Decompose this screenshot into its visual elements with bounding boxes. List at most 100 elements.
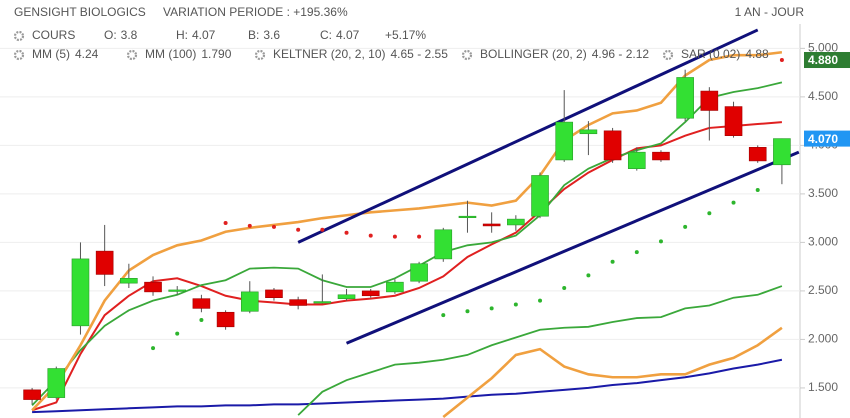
trend-line bbox=[297, 28, 759, 244]
legend-value: 1.790 bbox=[201, 47, 231, 61]
quote-change: +5.17% bbox=[385, 28, 426, 42]
indicator-line bbox=[31, 81, 783, 407]
candle-body bbox=[361, 290, 380, 297]
y-tick-label: 1.500 bbox=[808, 380, 838, 394]
legend-name: SAR (0.02) bbox=[681, 47, 740, 61]
candle-body bbox=[120, 277, 138, 284]
quote-value: 3.6 bbox=[263, 28, 280, 42]
candle-body bbox=[579, 129, 598, 135]
quote-label: O: bbox=[104, 28, 117, 42]
sar-dot bbox=[151, 346, 156, 351]
quote-label: B: bbox=[248, 28, 259, 42]
sar-dot bbox=[247, 223, 252, 228]
y-tick-label: 5.000 bbox=[808, 41, 838, 55]
quote-name: COURS bbox=[32, 28, 75, 42]
legend-value: 4.96 - 2.12 bbox=[592, 47, 650, 61]
quote-label: C: bbox=[320, 28, 332, 42]
candle-body bbox=[192, 298, 211, 309]
chart-title: GENSIGHT BIOLOGICS bbox=[14, 5, 146, 19]
candle-body bbox=[507, 218, 525, 226]
gear-icon bbox=[666, 53, 670, 57]
candle-body bbox=[652, 151, 670, 161]
candle-body bbox=[700, 90, 719, 111]
price-badge-label: 4.880 bbox=[808, 53, 838, 67]
legend-value: 4.88 bbox=[745, 47, 769, 61]
indicator-line bbox=[442, 326, 783, 418]
sar-dot bbox=[417, 234, 422, 239]
sar-dot bbox=[489, 306, 494, 311]
candle-body bbox=[482, 223, 501, 227]
sar-dot bbox=[175, 331, 180, 336]
gear-icon bbox=[17, 53, 21, 57]
sar-dot bbox=[779, 58, 784, 63]
gear-icon bbox=[17, 34, 21, 38]
candle-body bbox=[240, 291, 259, 312]
legend-value: 4.65 - 2.55 bbox=[391, 47, 449, 61]
gear-icon bbox=[465, 53, 469, 57]
sar-dot bbox=[586, 273, 591, 278]
gear-icon bbox=[13, 49, 25, 61]
candle-body bbox=[724, 106, 743, 136]
sar-dot bbox=[465, 309, 470, 314]
gear-icon bbox=[258, 53, 262, 57]
sar-dot bbox=[755, 188, 760, 193]
gear-icon bbox=[461, 49, 473, 61]
sar-dot bbox=[610, 259, 615, 264]
candle-body bbox=[458, 215, 477, 219]
candle-body bbox=[337, 294, 356, 299]
candle-body bbox=[47, 368, 66, 398]
gear-icon bbox=[13, 30, 25, 42]
candle-body bbox=[603, 130, 622, 161]
candle-body bbox=[313, 301, 332, 304]
sar-dot bbox=[368, 233, 373, 238]
legend-name: MM (5) bbox=[32, 47, 70, 61]
candle-body bbox=[531, 175, 549, 217]
gear-icon bbox=[254, 49, 266, 61]
sar-dot bbox=[441, 313, 446, 318]
quote-value: 4.07 bbox=[192, 28, 216, 42]
y-tick-label: 4.500 bbox=[808, 89, 838, 103]
candle-body bbox=[555, 121, 574, 161]
sar-dot bbox=[199, 318, 204, 323]
candle-body bbox=[773, 138, 791, 166]
candle-body bbox=[386, 281, 404, 293]
plot bbox=[0, 28, 800, 418]
quote-value: 3.8 bbox=[121, 28, 138, 42]
gear-icon bbox=[130, 53, 134, 57]
legend-name: MM (100) bbox=[145, 47, 196, 61]
trend-line bbox=[345, 150, 800, 345]
period: 1 AN - JOUR bbox=[735, 5, 805, 19]
candle-body bbox=[23, 389, 41, 400]
sar-dot bbox=[513, 302, 518, 307]
candle-body bbox=[144, 281, 162, 293]
sar-dot bbox=[707, 211, 712, 216]
sar-dot bbox=[344, 230, 349, 235]
y-tick-label: 2.000 bbox=[808, 332, 838, 346]
candle-body bbox=[265, 289, 283, 299]
sar-dot bbox=[320, 227, 325, 232]
sar-dot bbox=[634, 250, 639, 255]
y-tick-label: 3.000 bbox=[808, 235, 838, 249]
price-badge-label: 4.070 bbox=[808, 132, 838, 146]
sar-dot bbox=[271, 224, 276, 229]
y-tick-label: 3.500 bbox=[808, 186, 838, 200]
sar-dot bbox=[731, 200, 736, 205]
candle-body bbox=[627, 151, 646, 169]
quote-value: 4.07 bbox=[336, 28, 360, 42]
legend-value: 4.24 bbox=[75, 47, 99, 61]
candle-body bbox=[410, 263, 428, 282]
price-badge bbox=[804, 52, 850, 69]
sar-dot bbox=[562, 286, 567, 290]
candle-body bbox=[216, 311, 235, 328]
legend-name: KELTNER (20, 2, 10) bbox=[273, 47, 386, 61]
sar-dot bbox=[223, 221, 228, 225]
indicator-line bbox=[32, 358, 783, 414]
sar-dot bbox=[683, 224, 688, 229]
gear-icon bbox=[662, 49, 674, 61]
y-tick-label: 2.500 bbox=[808, 283, 838, 297]
indicator-line bbox=[297, 285, 783, 416]
indicator-line bbox=[31, 121, 782, 412]
quote-label: H: bbox=[176, 28, 188, 42]
candle-body bbox=[168, 289, 187, 292]
